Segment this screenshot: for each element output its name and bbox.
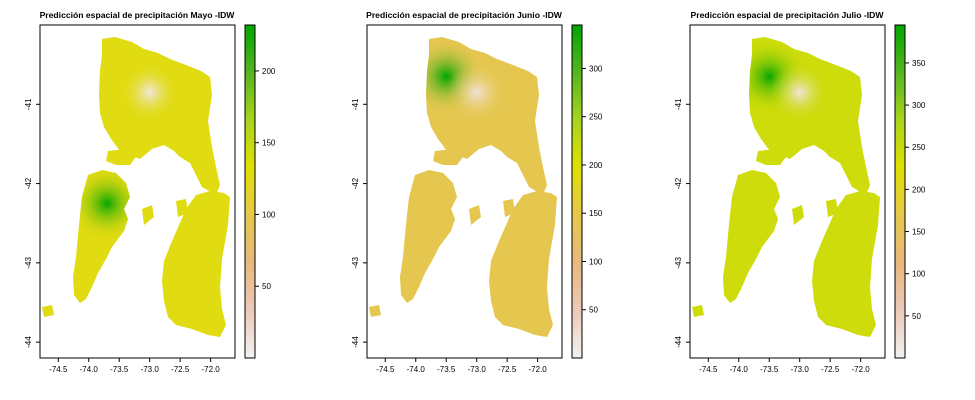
- x-tick-label: -74.0: [730, 365, 749, 374]
- y-tick-label: -43: [674, 257, 683, 269]
- legend-tick-label: 150: [589, 209, 603, 218]
- x-tick-label: -74.5: [49, 365, 68, 374]
- map-panel-mayo: Predicción espacial de precipitación May…: [24, 10, 276, 374]
- y-tick-label: -44: [674, 336, 683, 348]
- x-tick-label: -73.5: [760, 365, 779, 374]
- legend-tick-label: 250: [912, 143, 926, 152]
- precip-dry-blob: [446, 62, 507, 123]
- x-axis: -74.5 -74.0 -73.5 -73.0 -72.5 -72.0: [699, 358, 870, 374]
- legend-tick-label: 200: [262, 67, 276, 76]
- x-tick-label: -72.5: [821, 365, 840, 374]
- legend-tick-label: 100: [262, 210, 276, 219]
- color-legend: 50 100 150 200 250 300: [571, 24, 603, 359]
- x-tick-label: -73.5: [110, 365, 129, 374]
- precip-dry-blob: [769, 62, 830, 123]
- y-tick-label: -41: [674, 98, 683, 110]
- map-panel-julio: Predicción espacial de precipitación Jul…: [674, 10, 926, 374]
- legend-color-bar: [894, 24, 906, 359]
- y-tick-label: -41: [24, 98, 33, 110]
- legend-tick-label: 200: [912, 185, 926, 194]
- map-panel-junio: Predicción espacial de precipitación Jun…: [351, 10, 603, 374]
- map-title: Predicción espacial de precipitación Jun…: [366, 10, 563, 20]
- y-tick-label: -43: [24, 257, 33, 269]
- y-tick-label: -44: [24, 336, 33, 348]
- x-tick-label: -72.0: [202, 365, 221, 374]
- legend-tick-label: 350: [912, 59, 926, 68]
- color-legend: 50 100 150 200: [244, 24, 276, 359]
- x-tick-label: -72.5: [498, 365, 517, 374]
- precip-raster: [692, 37, 880, 337]
- map-frame: [689, 24, 886, 359]
- map-frame: [366, 24, 563, 359]
- x-tick-label: -72.0: [852, 365, 871, 374]
- x-tick-label: -73.0: [141, 365, 160, 374]
- y-axis: -41 -42 -43 -44: [674, 98, 690, 348]
- legend-tick-label: 50: [589, 306, 598, 315]
- precip-wet-blob: [69, 165, 146, 242]
- y-axis: -41 -42 -43 -44: [24, 98, 40, 348]
- x-tick-label: -72.5: [171, 365, 190, 374]
- legend-tick-label: 100: [912, 270, 926, 279]
- precip-raster: [369, 37, 557, 337]
- x-tick-label: -73.5: [437, 365, 456, 374]
- x-tick-label: -74.0: [407, 365, 426, 374]
- x-tick-label: -74.5: [699, 365, 718, 374]
- x-tick-label: -73.0: [468, 365, 487, 374]
- precip-dry-blob: [119, 62, 180, 123]
- legend-color-bar: [244, 24, 256, 359]
- y-tick-label: -43: [351, 257, 360, 269]
- legend-tick-label: 200: [589, 161, 603, 170]
- map-frame: [39, 24, 236, 359]
- y-axis: -41 -42 -43 -44: [351, 98, 367, 348]
- legend-tick-label: 300: [912, 101, 926, 110]
- x-tick-label: -72.0: [529, 365, 548, 374]
- legend-tick-label: 50: [912, 312, 921, 321]
- legend-tick-label: 50: [262, 282, 271, 291]
- y-tick-label: -44: [351, 336, 360, 348]
- legend-tick-label: 100: [589, 257, 603, 266]
- x-axis: -74.5 -74.0 -73.5 -73.0 -72.5 -72.0: [49, 358, 220, 374]
- x-tick-label: -74.5: [376, 365, 395, 374]
- legend-tick-label: 150: [912, 228, 926, 237]
- x-tick-label: -73.0: [791, 365, 810, 374]
- y-tick-label: -42: [24, 177, 33, 189]
- legend-tick-label: 300: [589, 64, 603, 73]
- x-tick-label: -74.0: [80, 365, 99, 374]
- map-title: Predicción espacial de precipitación Jul…: [691, 10, 885, 20]
- y-tick-label: -42: [674, 177, 683, 189]
- legend-tick-label: 150: [262, 139, 276, 148]
- color-legend: 50 100 150 200 250 300 350: [894, 24, 926, 359]
- x-axis: -74.5 -74.0 -73.5 -73.0 -72.5 -72.0: [376, 358, 547, 374]
- legend-color-bar: [571, 24, 583, 359]
- precip-raster: [42, 37, 230, 337]
- y-tick-label: -41: [351, 98, 360, 110]
- y-tick-label: -42: [351, 177, 360, 189]
- legend-tick-label: 250: [589, 113, 603, 122]
- map-title: Predicción espacial de precipitación May…: [40, 10, 236, 20]
